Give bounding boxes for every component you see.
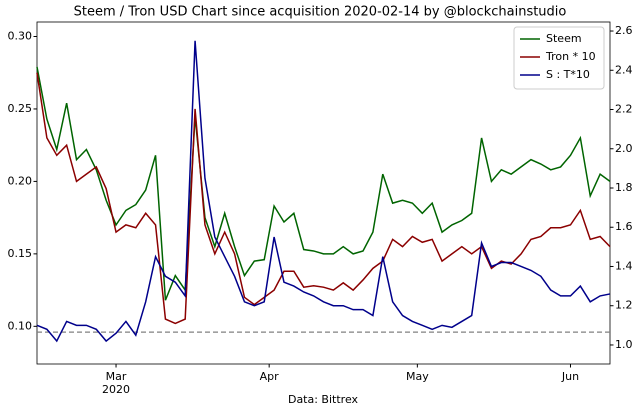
x-axis-label: Data: Bittrex [288,393,359,406]
y-tick-label: 0.20 [8,174,33,187]
x-tick-label-line: Mar [106,370,127,383]
y2-tick-label: 1.0 [615,338,633,351]
y2-tick-label: 1.4 [615,259,633,272]
y2-tick-label: 2.4 [615,63,633,76]
x-tick-label-line: Apr [260,370,280,383]
y-tick-label: 0.10 [8,319,33,332]
y2-tick-label: 2.0 [615,142,633,155]
legend-box [513,26,605,90]
chart-title: Steem / Tron USD Chart since acquisition… [74,5,567,20]
y2-tick-label: 1.2 [615,299,633,312]
y-tick-label: 0.15 [8,247,33,260]
x-tick-label: Mar 2020 [102,370,130,396]
y2-tick-label: 1.8 [615,181,633,194]
x-tick-label: Apr [260,370,280,383]
legend-label: Steem [546,32,582,45]
x-tick-label-line: May [406,370,429,383]
y-tick-label: 0.30 [8,29,33,42]
series-line [36,40,611,343]
y-tick-label: 0.25 [8,102,33,115]
x-tick-label: May [406,370,429,383]
plot-frame [36,21,611,365]
y2-tick-label: 1.6 [615,220,633,233]
x-tick-label-line: 2020 [102,383,130,396]
y2-tick-label: 2.2 [615,103,633,116]
x-tick-label-line: Jun [561,370,579,383]
legend-label: Tron * 10 [545,50,596,63]
x-tick-label: Jun [561,370,579,383]
legend-label: S : T*10 [546,68,590,81]
series-line [36,66,611,301]
series-line [36,72,611,325]
y2-tick-label: 2.6 [615,24,633,37]
